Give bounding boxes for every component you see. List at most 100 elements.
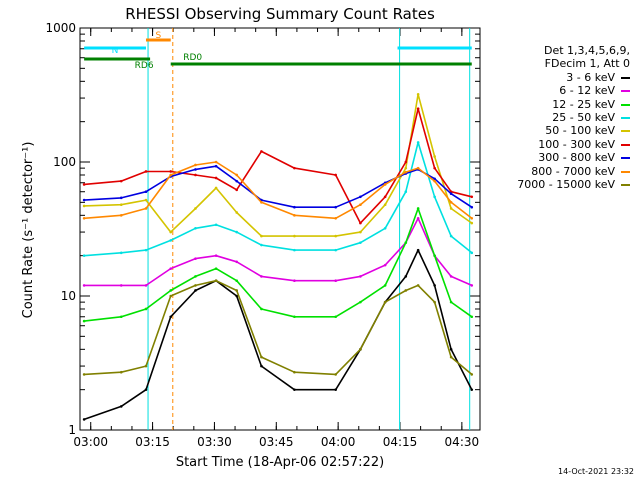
x-axis-label: Start Time (18-Apr-06 02:57:22) <box>176 455 384 470</box>
data-point <box>144 198 148 202</box>
data-point <box>144 190 148 194</box>
series-line <box>84 217 473 287</box>
data-point <box>144 207 148 210</box>
data-point <box>433 166 436 170</box>
data-point <box>383 195 387 199</box>
data-point <box>470 315 474 319</box>
legend-swatch <box>621 130 630 133</box>
data-point <box>470 221 474 225</box>
series-line <box>84 279 473 376</box>
data-point <box>194 207 197 210</box>
data-point <box>470 251 474 255</box>
data-point <box>169 230 173 234</box>
attenuator-state-label: S <box>155 31 161 41</box>
legend-swatch <box>621 90 630 93</box>
data-point <box>359 203 362 207</box>
data-point <box>334 205 337 209</box>
data-point <box>194 257 197 260</box>
legend-entry-label: 300 - 800 keV <box>538 151 615 165</box>
data-point <box>169 294 173 298</box>
data-point <box>470 284 474 287</box>
data-point <box>235 188 239 192</box>
data-point <box>433 300 436 304</box>
data-point <box>404 190 408 194</box>
data-point <box>235 289 239 292</box>
data-point <box>260 243 263 247</box>
x-tick-label: 04:30 <box>445 435 480 449</box>
data-point <box>359 275 362 278</box>
data-point <box>359 241 362 244</box>
data-point <box>334 279 337 283</box>
legend-entry: 50 - 100 keV <box>517 124 630 137</box>
data-point <box>293 370 296 374</box>
data-point <box>293 388 296 391</box>
data-point <box>194 275 197 278</box>
data-point <box>214 186 218 190</box>
legend-swatch <box>621 184 630 187</box>
data-point <box>82 319 86 323</box>
data-point <box>433 195 436 199</box>
data-point <box>449 355 453 359</box>
legend-swatch <box>621 117 630 120</box>
data-point <box>169 315 173 319</box>
data-point <box>214 279 218 283</box>
data-point <box>119 405 123 408</box>
data-point <box>235 230 239 234</box>
legend-entry-label: 800 - 7000 keV <box>531 164 615 178</box>
data-point <box>449 192 453 196</box>
data-point <box>359 195 362 199</box>
data-point <box>470 195 474 199</box>
y-axis-label: Count Rate (s⁻¹ detector⁻¹) <box>21 142 36 319</box>
data-point <box>214 267 218 270</box>
data-point <box>169 289 173 292</box>
data-point <box>293 166 296 170</box>
data-point <box>416 93 420 96</box>
data-point <box>194 227 197 230</box>
legend-swatch <box>621 143 630 146</box>
data-point <box>260 307 263 311</box>
x-tick-label: 04:00 <box>321 435 356 449</box>
data-point <box>293 205 296 209</box>
data-point <box>235 173 239 177</box>
data-point <box>359 348 362 351</box>
x-tick-label: 04:15 <box>383 435 418 449</box>
generated-timestamp: 14-Oct-2021 23:32 <box>558 467 634 476</box>
data-point <box>82 198 86 202</box>
data-point <box>235 260 239 264</box>
data-point <box>119 196 123 200</box>
data-point <box>383 203 387 207</box>
data-point <box>260 355 263 359</box>
y-tick-label: 10 <box>61 289 76 303</box>
data-point <box>404 241 408 244</box>
data-point <box>449 300 453 304</box>
legend-entry-label: 6 - 12 keV <box>559 84 615 98</box>
data-point <box>449 275 453 278</box>
data-point <box>235 211 239 214</box>
data-point <box>82 254 86 257</box>
data-point <box>334 315 337 319</box>
data-point <box>260 364 263 368</box>
data-point <box>334 388 337 391</box>
legend-header-decimation: FDecim 1, Att 0 <box>544 57 630 71</box>
data-point <box>416 248 420 252</box>
y-tick-label: 1000 <box>45 21 76 35</box>
decimation-state-label: RD0 <box>183 53 202 63</box>
legend-entry: 3 - 6 keV <box>517 71 630 84</box>
data-point <box>383 183 387 186</box>
legend-entry: 800 - 7000 keV <box>517 165 630 178</box>
data-point <box>293 248 296 252</box>
legend-swatch <box>621 76 630 79</box>
data-point <box>214 160 218 164</box>
x-tick-label: 03:45 <box>259 435 294 449</box>
data-point <box>119 315 123 319</box>
data-point <box>359 300 362 304</box>
legend-entry: 300 - 800 keV <box>517 151 630 164</box>
data-point <box>82 183 86 186</box>
data-point <box>404 275 408 278</box>
data-point <box>214 176 218 180</box>
legend-entry: 12 - 25 keV <box>517 98 630 111</box>
data-point <box>416 166 420 170</box>
data-point <box>433 155 436 158</box>
data-point <box>334 217 337 220</box>
x-tick-label: 03:00 <box>73 435 108 449</box>
